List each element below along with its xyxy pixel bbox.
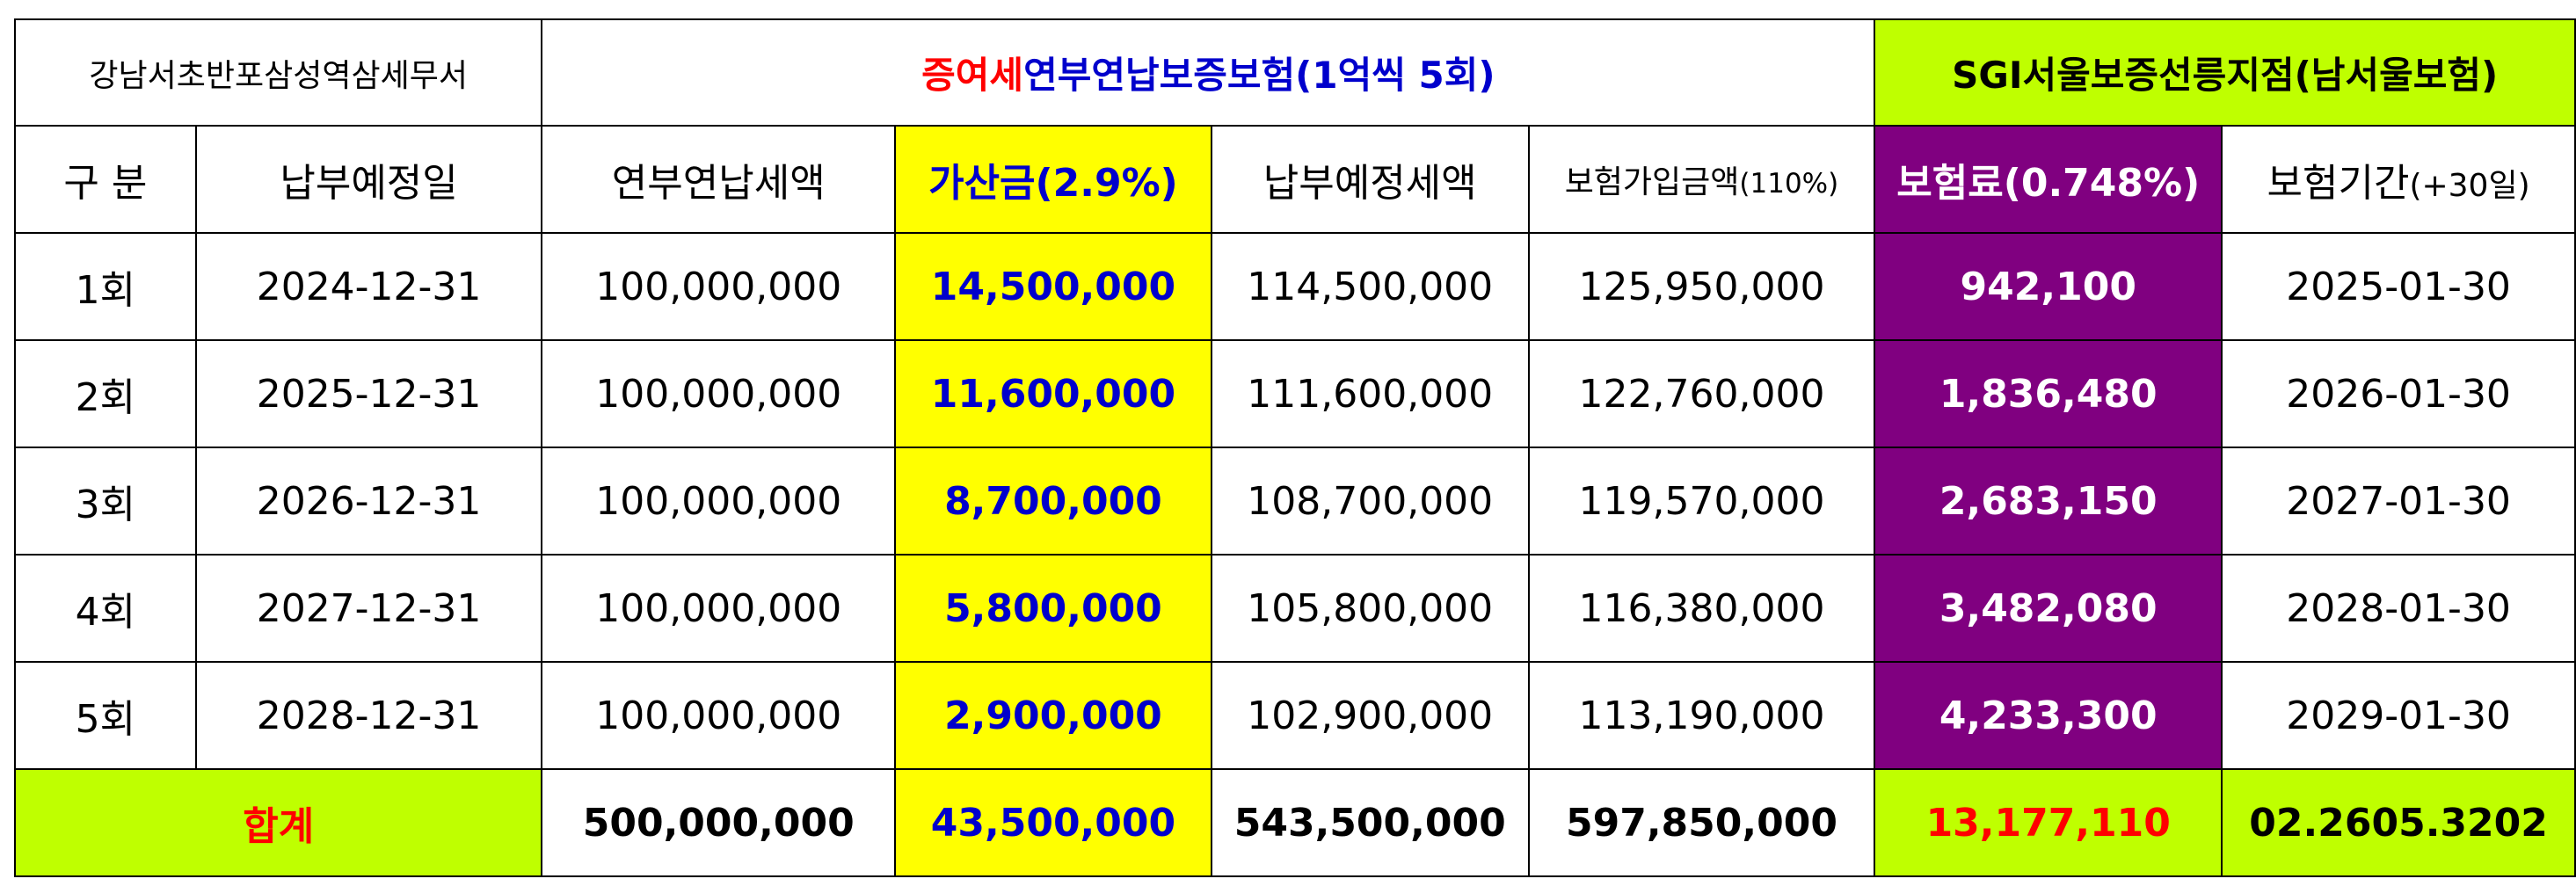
premium-cell: 3,482,080	[1874, 554, 2223, 663]
table-row: 1회 2024-12-31 100,000,000 14,500,000 114…	[14, 232, 2576, 341]
table-row: 3회 2026-12-31 100,000,000 8,700,000 108,…	[14, 447, 2576, 556]
table-row: 5회 2028-12-31 100,000,000 2,900,000 102,…	[14, 661, 2576, 770]
period-cell: 2027-01-30	[2221, 447, 2576, 556]
surcharge-cell: 5,800,000	[894, 554, 1212, 663]
insured-cell: 122,760,000	[1527, 339, 1876, 448]
due-date-cell: 2027-12-31	[194, 554, 543, 663]
col-header-gubun: 구 분	[14, 125, 197, 234]
payment-cell: 105,800,000	[1210, 554, 1530, 663]
table-row: 2회 2025-12-31 100,000,000 11,600,000 111…	[14, 339, 2576, 448]
premium-cell: 2,683,150	[1874, 447, 2223, 556]
payment-cell: 102,900,000	[1210, 661, 1530, 770]
title-guarantee-insurance: 연부연납보증보험(1억씩 5회)	[1023, 54, 1495, 97]
insured-cell: 116,380,000	[1527, 554, 1876, 663]
totals-label: 합계	[13, 768, 543, 877]
total-surcharge: 43,500,000	[894, 768, 1212, 877]
col-header-due-date: 납부예정일	[194, 125, 543, 234]
installment-cell: 100,000,000	[541, 339, 897, 448]
payment-cell: 111,600,000	[1210, 339, 1530, 448]
due-date-cell: 2024-12-31	[194, 232, 543, 341]
totals-row: 합계 500,000,000 43,500,000 543,500,000 59…	[13, 768, 2576, 877]
tax-office-label: 강남서초반포삼성역삼세무서	[89, 57, 468, 94]
insured-cell: 125,950,000	[1527, 232, 1876, 341]
payment-cell: 114,500,000	[1210, 232, 1530, 341]
row-number: 3회	[14, 447, 197, 556]
surcharge-cell: 8,700,000	[894, 447, 1212, 556]
title-row: 강남서초반포삼성역삼세무서 증여세연부연납보증보험(1억씩 5회) SGI서울보…	[13, 18, 2576, 127]
col-header-premium: 보험료(0.748%)	[1874, 125, 2223, 234]
header-row: 구 분 납부예정일 연부연납세액 가산금(2.9%) 납부예정세액 보험가입금액…	[14, 125, 2576, 234]
premium-cell: 4,233,300	[1874, 661, 2223, 770]
surcharge-cell: 2,900,000	[894, 661, 1212, 770]
insured-cell: 119,570,000	[1527, 447, 1876, 556]
col-header-installment: 연부연납세액	[541, 125, 897, 234]
period-cell: 2028-01-30	[2221, 554, 2576, 663]
premium-cell: 1,836,480	[1874, 339, 2223, 448]
installment-cell: 100,000,000	[541, 232, 897, 341]
period-cell: 2029-01-30	[2221, 661, 2576, 770]
row-number: 5회	[14, 661, 197, 770]
surcharge-cell: 14,500,000	[894, 232, 1212, 341]
table-row: 4회 2027-12-31 100,000,000 5,800,000 105,…	[14, 554, 2576, 663]
installment-cell: 100,000,000	[541, 447, 897, 556]
col-header-period: 보험기간(+30일)	[2221, 125, 2576, 234]
row-number: 2회	[14, 339, 197, 448]
col-header-payment: 납부예정세액	[1210, 125, 1530, 234]
installment-cell: 100,000,000	[541, 554, 897, 663]
due-date-cell: 2028-12-31	[194, 661, 543, 770]
insured-amount-label: 보험가입금액	[1564, 164, 1740, 200]
period-label: 보험기간	[2267, 161, 2410, 206]
payment-cell: 108,700,000	[1210, 447, 1530, 556]
total-installment: 500,000,000	[541, 768, 897, 877]
col-header-insured-amount: 보험가입금액(110%)	[1527, 125, 1876, 234]
row-number: 4회	[14, 554, 197, 663]
surcharge-cell: 11,600,000	[894, 339, 1212, 448]
total-premium: 13,177,110	[1874, 768, 2223, 877]
row-number: 1회	[14, 232, 197, 341]
due-date-cell: 2025-12-31	[194, 339, 543, 448]
table-title-cell: 증여세연부연납보증보험(1억씩 5회)	[541, 18, 1876, 127]
insured-cell: 113,190,000	[1527, 661, 1876, 770]
agency-cell: SGI서울보증선릉지점(남서울보험)	[1874, 18, 2576, 127]
period-cell: 2026-01-30	[2221, 339, 2576, 448]
agency-label: SGI서울보증선릉지점(남서울보험)	[1952, 54, 2499, 97]
insured-amount-pct: (110%)	[1739, 168, 1839, 200]
total-payment: 543,500,000	[1210, 768, 1530, 877]
period-paren: (+30일)	[2409, 168, 2530, 204]
title-gift-tax: 증여세	[921, 54, 1024, 97]
total-insured: 597,850,000	[1527, 768, 1876, 877]
due-date-cell: 2026-12-31	[194, 447, 543, 556]
installment-cell: 100,000,000	[541, 661, 897, 770]
col-header-surcharge: 가산금(2.9%)	[894, 125, 1212, 234]
installment-insurance-table: 강남서초반포삼성역삼세무서 증여세연부연납보증보험(1억씩 5회) SGI서울보…	[13, 18, 2576, 877]
premium-cell: 942,100	[1874, 232, 2223, 341]
tax-office-cell: 강남서초반포삼성역삼세무서	[13, 18, 543, 127]
contact-phone: 02.2605.3202	[2221, 768, 2576, 877]
period-cell: 2025-01-30	[2221, 232, 2576, 341]
